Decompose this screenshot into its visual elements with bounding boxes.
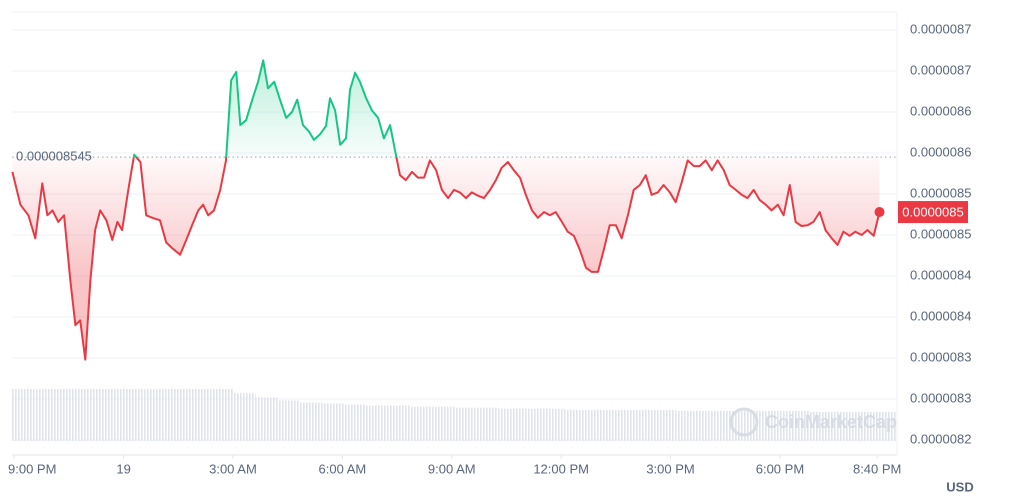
volume-bar — [388, 405, 411, 441]
y-tick-label: 0.0000083 — [910, 349, 971, 364]
currency-label: USD — [946, 479, 973, 494]
volume-bar — [520, 408, 543, 441]
price-badge — [898, 201, 968, 224]
x-tick-label: 3:00 PM — [646, 461, 694, 476]
volume-bar — [742, 410, 765, 441]
watermark-logo — [729, 407, 759, 437]
volume-bar — [144, 389, 167, 441]
volume-bar — [211, 389, 234, 441]
volume-bar — [100, 389, 123, 441]
x-tick-label: 12:00 PM — [533, 461, 589, 476]
y-tick-label: 0.0000085 — [910, 226, 971, 241]
volume-bar — [233, 393, 256, 441]
x-tick-label: 19 — [116, 461, 130, 476]
volume-bar — [764, 410, 787, 441]
y-tick-label: 0.0000084 — [910, 308, 971, 323]
volume-bar — [299, 402, 322, 441]
volume-bar — [78, 389, 101, 441]
watermark-text: CoinMarketCap — [765, 412, 897, 432]
volume-bar — [697, 410, 720, 441]
volume-bar — [432, 406, 455, 441]
price-line — [11, 59, 881, 361]
volume-bar — [343, 404, 366, 441]
volume-bar — [786, 410, 809, 441]
volume-bar — [543, 408, 566, 441]
volume-bar — [587, 409, 610, 441]
reference-label: 0.000008545 — [16, 149, 92, 164]
volume-bar — [830, 411, 853, 441]
watermark: CoinMarketCap — [729, 407, 897, 437]
volume-bar — [166, 389, 189, 441]
volume-bar — [631, 409, 654, 441]
y-tick-label: 0.0000087 — [910, 62, 971, 77]
volume-bar — [808, 411, 831, 441]
x-tick-label: 3:00 AM — [209, 461, 257, 476]
volume-bar — [56, 389, 79, 441]
last-point — [874, 207, 885, 218]
volume-bar — [653, 409, 676, 441]
x-tick-label: 6:00 AM — [319, 461, 367, 476]
x-tick-label: 6:00 PM — [756, 461, 804, 476]
volume-bar — [12, 389, 35, 441]
volume-bar — [410, 406, 433, 441]
y-tick-label: 0.0000084 — [910, 267, 971, 282]
volume-bar — [852, 411, 875, 441]
y-tick-label: 0.0000086 — [910, 103, 971, 118]
y-tick-label: 0.0000082 — [910, 431, 971, 446]
volume-bar — [189, 389, 212, 441]
y-tick-label: 0.0000083 — [910, 390, 971, 405]
volume-bar — [122, 389, 145, 441]
volume-bar — [366, 405, 389, 441]
volume-bar — [609, 409, 632, 441]
y-tick-label: 0.0000087 — [910, 21, 971, 36]
volume-bar — [277, 400, 300, 441]
volume-bar — [498, 408, 521, 441]
x-tick-label: 8:40 PM — [853, 461, 901, 476]
volume-bar — [476, 407, 499, 441]
y-tick-label: 0.0000086 — [910, 144, 971, 159]
price-area — [12, 60, 880, 360]
volume-bar — [565, 409, 588, 441]
volume-bar — [255, 397, 278, 441]
volume-bar — [454, 407, 477, 441]
volume-bar — [675, 410, 698, 441]
price-badge-label: 0.0000085 — [902, 204, 963, 219]
x-tick-label: 9:00 PM — [8, 461, 56, 476]
x-tick-label: 9:00 AM — [428, 461, 476, 476]
volume-bar — [874, 411, 897, 441]
y-tick-label: 0.0000085 — [910, 185, 971, 200]
volume-bar — [34, 389, 57, 441]
volume-bar — [321, 403, 344, 441]
